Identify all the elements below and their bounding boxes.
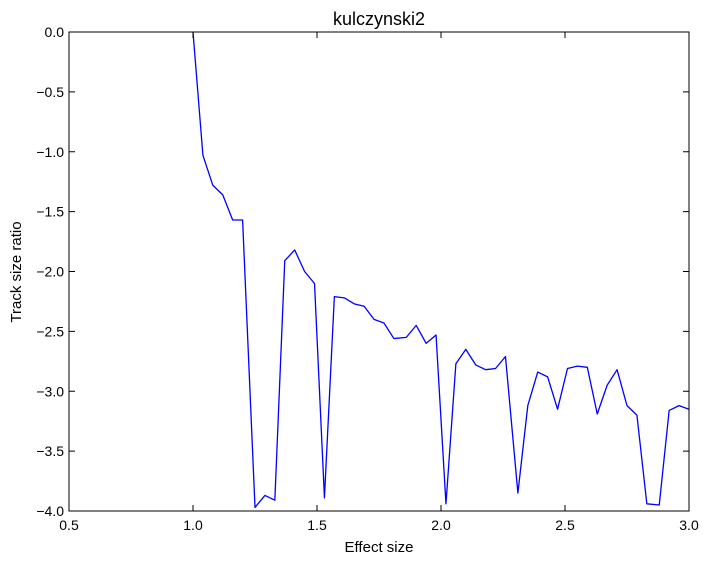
x-tick-label: 3.0 <box>679 517 699 533</box>
x-tick-label: 1.0 <box>183 517 203 533</box>
x-axis: 0.5 1.0 1.5 2.0 2.5 3.0 <box>59 32 699 533</box>
y-axis: 0.0 −0.5 −1.0 −1.5 −2.0 −2.5 −3.0 −3.5 −4.0 <box>36 24 689 519</box>
y-tick-label: −3.5 <box>36 443 64 459</box>
x-tick-label: 0.5 <box>59 517 79 533</box>
x-tick-label: 2.0 <box>431 517 451 533</box>
y-tick-label: −2.5 <box>36 323 64 339</box>
y-tick-label: −3.0 <box>36 383 64 399</box>
series-line-0 <box>192 31 690 509</box>
y-tick-label: −1.5 <box>36 204 64 220</box>
x-tick-label: 1.5 <box>307 517 327 533</box>
y-axis-label: Track size ratio <box>8 221 25 322</box>
plot-area <box>192 31 690 509</box>
y-tick-label: 0.0 <box>45 24 65 40</box>
y-tick-label: −1.0 <box>36 144 64 160</box>
y-tick-label: −2.0 <box>36 264 64 280</box>
y-tick-label: −0.5 <box>36 84 64 100</box>
y-tick-label: −4.0 <box>36 503 64 519</box>
chart-title: kulczynski2 <box>333 9 425 29</box>
x-axis-label: Effect size <box>345 539 414 556</box>
x-tick-label: 2.5 <box>555 517 575 533</box>
